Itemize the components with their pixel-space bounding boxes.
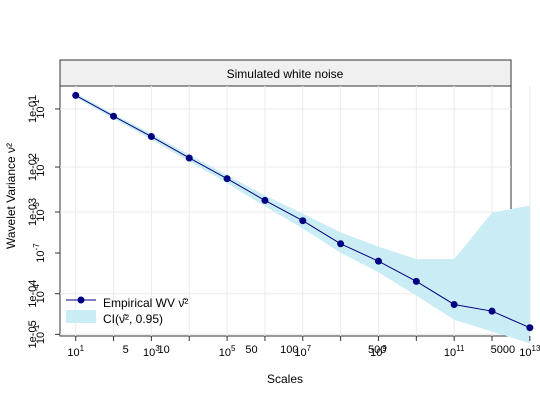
y-tick-label: 1e-01	[27, 95, 39, 123]
y-tick-label: 1e-04	[27, 280, 39, 308]
x-tick-label: 5	[123, 344, 129, 356]
legend-point-swatch	[77, 296, 85, 304]
x-tick-label: 50	[245, 344, 257, 356]
legend-label-ci: CI(ν̂², 0.95)	[103, 312, 163, 326]
data-point	[110, 112, 118, 120]
y-tick-label-exponent: -1	[32, 324, 41, 332]
legend: Empirical WV ν̂² CI(ν̂², 0.95)	[66, 296, 188, 326]
data-point	[450, 300, 458, 308]
data-point	[526, 324, 534, 332]
x-tick-label: 100	[280, 344, 298, 356]
y-axis-label: Wavelet Variance ν²	[4, 143, 18, 249]
data-point	[223, 175, 231, 183]
x-tick-label-exponent: 9	[382, 344, 387, 353]
x-tick-label-exponent: 5	[231, 344, 236, 353]
chart-title: Simulated white noise	[227, 67, 344, 81]
data-point	[374, 257, 382, 265]
data-point	[299, 217, 307, 225]
y-tick-label-exponent: -3	[32, 157, 41, 165]
x-tick-label-exponent: 3	[155, 344, 160, 353]
x-axis-label: Scales	[267, 372, 303, 386]
y-tick-label: 1e-03	[27, 198, 39, 226]
y-tick-label: 1e-02	[27, 153, 39, 181]
data-point	[488, 307, 496, 315]
legend-ci-swatch	[66, 310, 96, 323]
x-tick-label: 10	[157, 344, 169, 356]
data-point	[261, 196, 269, 204]
y-tick-label-exponent: -4	[32, 283, 41, 291]
data-point	[337, 240, 345, 248]
y-tick-label-exponent: -1	[32, 99, 41, 107]
x-tick-label-exponent: 7	[307, 344, 312, 353]
y-tick-label-exponent: -5	[32, 202, 41, 210]
title-strip	[59, 59, 512, 87]
x-tick-label-exponent: 11	[456, 344, 465, 353]
data-point	[147, 133, 155, 141]
x-tick-label: 5000	[491, 344, 515, 356]
legend-label-empirical: Empirical WV ν̂²	[103, 296, 188, 310]
data-point	[412, 277, 420, 285]
y-tick-label-exponent: -7	[32, 243, 41, 251]
x-tick-label-exponent: 1	[80, 344, 85, 353]
data-point	[72, 91, 80, 99]
x-tick-label: 500	[368, 344, 386, 356]
series-points	[72, 91, 534, 332]
x-tick-label-exponent: 13	[532, 344, 540, 353]
y-tick-label: 1e-05	[27, 320, 39, 348]
data-point	[185, 154, 193, 162]
